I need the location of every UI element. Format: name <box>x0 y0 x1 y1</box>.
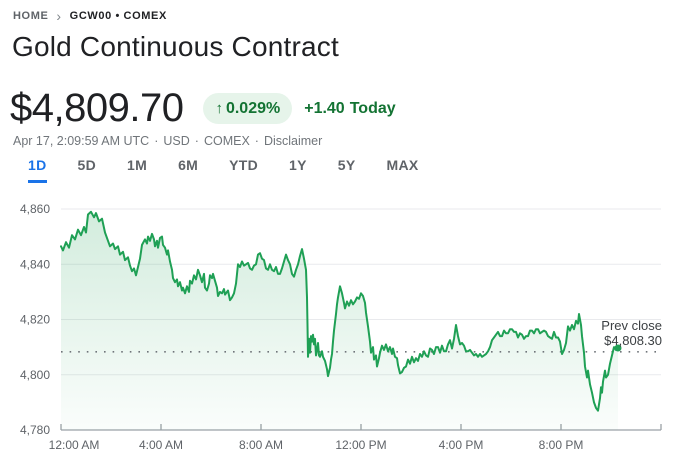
y-axis-label: 4,840 <box>20 257 50 271</box>
price-line <box>60 210 619 412</box>
price-chart-container: 4,780 4,800 4,820 4,840 4,860 12:00 AM 4:00 AM… <box>0 193 685 466</box>
breadcrumb: HOME › GCW00 • COMEX <box>13 7 167 24</box>
price-chart[interactable]: 4,780 4,800 4,820 4,840 4,860 12:00 AM 4:00 AM… <box>0 193 685 466</box>
x-axis-label: 4:00 AM <box>139 438 183 452</box>
prev-close-value: $4,808.30 <box>604 333 662 348</box>
change-today: +1.40 Today <box>304 100 395 118</box>
quote-currency: USD <box>163 134 190 148</box>
prev-close-label: Prev close <box>601 318 662 333</box>
x-axis-label: 8:00 PM <box>539 438 584 452</box>
breadcrumb-symbol: GCW00 • COMEX <box>69 10 167 22</box>
quote-exchange: COMEX <box>203 134 250 148</box>
y-axis-label: 4,860 <box>20 202 50 216</box>
y-axis-label: 4,800 <box>20 368 50 382</box>
x-axis-label: 4:00 PM <box>439 438 484 452</box>
tab-max[interactable]: MAX <box>387 157 419 183</box>
quote-row: $4,809.70 ↑ 0.029% +1.40 Today <box>10 86 396 131</box>
up-arrow-icon: ↑ <box>215 100 223 117</box>
x-axis-label: 12:00 AM <box>49 438 100 452</box>
meta-separator: · <box>154 134 159 148</box>
y-axis-label: 4,820 <box>20 313 50 327</box>
tab-ytd[interactable]: YTD <box>229 157 258 183</box>
disclaimer-link[interactable]: Disclaimer <box>263 134 323 148</box>
x-axis-label: 12:00 PM <box>335 438 386 452</box>
change-percent-badge: ↑ 0.029% <box>203 93 293 124</box>
page-title: Gold Continuous Contract <box>12 31 339 62</box>
x-axis-label: 8:00 AM <box>239 438 283 452</box>
meta-separator: · <box>254 134 259 148</box>
area-fill <box>61 211 618 430</box>
chevron-right-icon: › <box>56 7 62 24</box>
y-axis-label: 4,780 <box>20 423 50 437</box>
tab-6m[interactable]: 6M <box>178 157 198 183</box>
tab-5d[interactable]: 5D <box>78 157 97 183</box>
change-percent: 0.029% <box>225 99 281 117</box>
tab-1y[interactable]: 1Y <box>289 157 307 183</box>
change-amount: +1.40 <box>304 99 345 117</box>
tab-1d[interactable]: 1D <box>28 157 47 183</box>
range-tabs: 1D 5D 1M 6M YTD 1Y 5Y MAX <box>28 157 419 183</box>
tab-5y[interactable]: 5Y <box>338 157 356 183</box>
quote-meta: Apr 17, 2:09:59 AM UTC · USD · COMEX · D… <box>13 134 322 148</box>
quote-timestamp: Apr 17, 2:09:59 AM UTC <box>13 134 150 148</box>
change-period: Today <box>349 99 396 117</box>
tab-1m[interactable]: 1M <box>127 157 147 183</box>
last-price-dot <box>614 344 622 352</box>
current-price: $4,809.70 <box>10 86 184 130</box>
breadcrumb-home-link[interactable]: HOME <box>13 10 49 22</box>
meta-separator: · <box>194 134 199 148</box>
